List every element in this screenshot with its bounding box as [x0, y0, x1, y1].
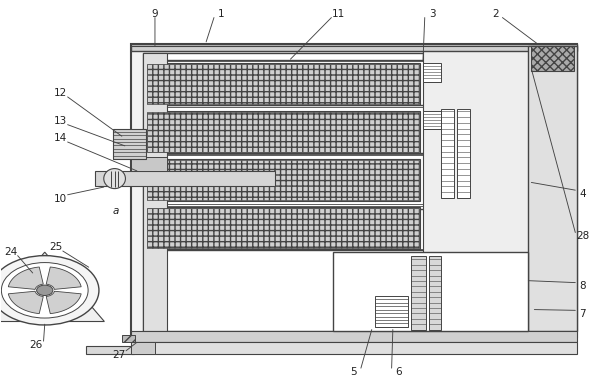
Bar [122, 334, 135, 342]
Bar [411, 256, 426, 329]
Bar [441, 109, 454, 198]
Text: 7: 7 [579, 309, 586, 319]
Bar [333, 252, 528, 331]
Bar [147, 208, 419, 248]
Polygon shape [0, 252, 105, 322]
Bar [131, 44, 577, 52]
Text: 26: 26 [30, 340, 43, 350]
Text: 3: 3 [429, 9, 435, 19]
Bar [423, 63, 441, 81]
Bar [528, 46, 577, 331]
Text: 24: 24 [4, 247, 17, 257]
Text: a: a [113, 206, 119, 217]
Text: 10: 10 [54, 194, 67, 204]
Circle shape [37, 285, 53, 296]
Bar [147, 64, 419, 104]
Text: 13: 13 [54, 116, 67, 126]
Text: 12: 12 [54, 88, 67, 98]
Polygon shape [8, 291, 44, 314]
Circle shape [1, 263, 88, 318]
Bar [146, 208, 420, 249]
Bar [429, 256, 441, 329]
Text: 9: 9 [152, 9, 159, 19]
Bar [143, 54, 564, 331]
Polygon shape [8, 267, 44, 289]
Bar [143, 54, 167, 331]
Text: 2: 2 [492, 9, 499, 19]
Text: 11: 11 [332, 9, 345, 19]
Bar [457, 109, 470, 198]
Text: 8: 8 [579, 281, 586, 291]
Bar [131, 158, 167, 171]
Polygon shape [46, 291, 81, 314]
Bar [531, 46, 574, 71]
Bar [146, 63, 420, 105]
Text: 4: 4 [579, 189, 586, 199]
Text: 1: 1 [218, 9, 224, 19]
Bar [131, 44, 577, 336]
Bar [423, 111, 441, 129]
Text: 14: 14 [54, 133, 67, 143]
Ellipse shape [104, 168, 125, 189]
Text: 25: 25 [49, 242, 62, 252]
Text: 5: 5 [350, 367, 357, 377]
Bar [146, 159, 420, 201]
Bar [147, 160, 419, 200]
Circle shape [0, 256, 99, 325]
Bar [131, 341, 577, 354]
Bar [113, 128, 146, 159]
Bar [374, 296, 408, 327]
Bar [146, 111, 420, 153]
Text: 6: 6 [396, 367, 402, 377]
Bar [95, 171, 275, 186]
Bar [131, 331, 577, 342]
Bar [423, 46, 577, 331]
Bar [131, 341, 155, 354]
Bar [86, 346, 134, 354]
Polygon shape [46, 267, 81, 289]
Bar [147, 112, 419, 152]
Bar [131, 44, 577, 46]
Text: 27: 27 [112, 350, 125, 360]
Text: 28: 28 [576, 231, 589, 241]
